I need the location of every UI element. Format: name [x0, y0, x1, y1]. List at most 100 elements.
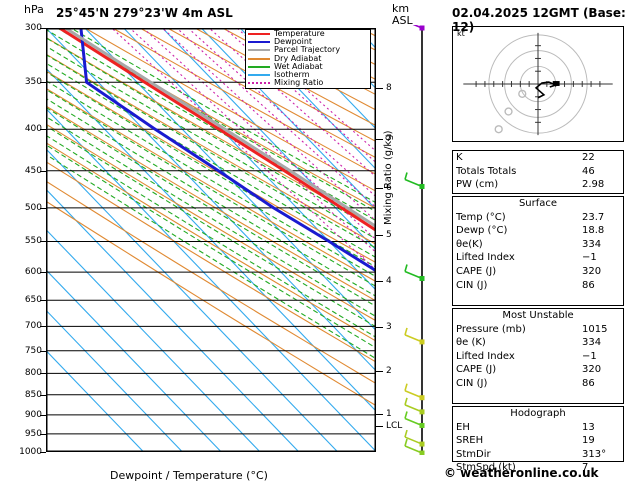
legend-label: Wet Adiabat: [274, 61, 323, 71]
legend-swatch: [248, 82, 270, 85]
pressure-tick-800: 800: [24, 368, 42, 379]
stat-row: Temp (°C) 23.7: [453, 211, 623, 225]
pressure-tick-mark: [40, 82, 46, 84]
panel-title: Surface: [518, 198, 558, 209]
pressure-tick-700: 700: [24, 321, 42, 332]
stat-label: Lifted Index: [456, 252, 515, 264]
stat-label: Temp (°C): [456, 211, 506, 223]
pressure-tick-850: 850: [24, 389, 42, 400]
skewt-sounding-chart: 2346810152025: [46, 28, 376, 452]
stat-row: PW (cm) 2.98: [453, 178, 623, 192]
pressure-tick-mark: [40, 433, 46, 435]
legend-label: Isotherm: [274, 70, 310, 80]
stat-value: 13: [582, 421, 595, 433]
legend-swatch: [248, 33, 270, 36]
lcl-label: LCL: [386, 421, 403, 432]
stat-row: StmDir 313°: [453, 448, 623, 462]
legend-item-0: Temperature: [246, 30, 370, 38]
stat-row: K 22: [453, 151, 623, 165]
legend-swatch: [248, 65, 270, 68]
pressure-tick-650: 650: [24, 295, 42, 306]
altitude-axis-unit-asl: ASL: [392, 14, 413, 27]
stat-value: 2.98: [582, 179, 605, 191]
stat-label: CIN (J): [456, 279, 488, 291]
stat-label: Pressure (mb): [456, 323, 526, 335]
stat-value: 313°: [582, 448, 607, 460]
legend-item-5: Isotherm: [246, 71, 370, 79]
legend-swatch: [248, 49, 270, 52]
legend-label: Dewpoint: [274, 37, 313, 47]
altitude-tick-mark: [376, 138, 383, 140]
stat-value: 19: [582, 435, 595, 447]
stat-value: 320: [582, 265, 602, 277]
pressure-tick-mark: [40, 170, 46, 172]
stat-row: Lifted Index −1: [453, 251, 623, 265]
legend-label: Mixing Ratio: [274, 78, 324, 88]
altitude-tick-mark: [376, 326, 383, 328]
hodograph-panel: kt: [452, 26, 624, 142]
pressure-tick-300: 300: [24, 23, 42, 33]
copyright-credit: © weatheronline.co.uk: [444, 466, 599, 480]
altitude-axis-unit-km: km: [392, 2, 410, 15]
altitude-tick-5: 5: [386, 229, 392, 240]
stat-row: SREH 19: [453, 434, 623, 448]
legend-item-6: Mixing Ratio: [246, 79, 370, 87]
stat-row: θe (K) 334: [453, 336, 623, 350]
altitude-tick-6: 6: [386, 182, 392, 193]
forecast-datetime: 02.04.2025 12GMT (Base: 12): [452, 6, 626, 34]
stat-value: 46: [582, 165, 595, 177]
stat-label: StmSpd (kt): [456, 462, 516, 474]
altitude-tick-mark: [376, 234, 383, 236]
stat-row: CIN (J) 86: [453, 279, 623, 293]
legend-item-2: Parcel Trajectory: [246, 46, 370, 54]
altitude-tick-mark: [376, 88, 383, 90]
legend-swatch: [248, 57, 270, 60]
altitude-tick-mark: [376, 281, 383, 283]
stat-label: CIN (J): [456, 377, 488, 389]
altitude-tick-3: 3: [386, 321, 392, 332]
pressure-tick-500: 500: [24, 202, 42, 213]
stat-value: −1: [582, 252, 597, 264]
stat-label: EH: [456, 421, 470, 433]
stat-value: 334: [582, 238, 602, 250]
stat-label: Lifted Index: [456, 350, 515, 362]
stat-value: −1: [582, 350, 597, 362]
station-coordinates: 25°45'N 279°23'W 4m ASL: [56, 6, 233, 20]
stat-row: Pressure (mb) 1015: [453, 323, 623, 337]
chart-legend: Temperature Dewpoint Parcel Trajectory Dry …: [245, 29, 371, 89]
legend-label: Dry Adiabat: [274, 53, 322, 63]
surface-parcel-panel: Surface Temp (°C) 23.7 Dewp (°C) 18.8 θe(K) 33…: [452, 196, 624, 306]
stat-row: Totals Totals 46: [453, 165, 623, 179]
pressure-tick-mark: [40, 272, 46, 274]
stat-row: CAPE (J) 320: [453, 265, 623, 279]
lcl-tick-mark: [376, 426, 383, 428]
altitude-tick-mark: [376, 187, 383, 189]
stat-value: 23.7: [582, 211, 605, 223]
altitude-tick-1: 1: [386, 409, 392, 420]
altitude-tick-7: 7: [386, 133, 392, 144]
stat-label: θe (K): [456, 337, 486, 349]
altitude-tick-4: 4: [386, 276, 392, 287]
pressure-tick-mark: [40, 300, 46, 302]
stat-label: K: [456, 152, 463, 163]
altitude-tick-8: 8: [386, 83, 392, 94]
x-axis-title: Dewpoint / Temperature (°C): [110, 469, 268, 482]
pressure-tick-mark: [40, 394, 46, 396]
altitude-tick-mark: [376, 414, 383, 416]
stat-label: Dewp (°C): [456, 225, 508, 237]
stat-label: θe(K): [456, 238, 483, 250]
stat-value: 334: [582, 337, 602, 349]
panel-title: Most Unstable: [502, 310, 574, 321]
stat-row: EH 13: [453, 421, 623, 435]
stat-row: CIN (J) 86: [453, 377, 623, 391]
legend-item-1: Dewpoint: [246, 38, 370, 46]
stat-label: PW (cm): [456, 179, 499, 191]
stat-row: Dewp (°C) 18.8: [453, 224, 623, 238]
legend-swatch: [248, 74, 270, 77]
stat-row: θe(K) 334: [453, 238, 623, 252]
legend-item-4: Wet Adiabat: [246, 61, 370, 71]
most-unstable-parcel-panel: Most Unstable Pressure (mb) 1015 θe (K) 334 L…: [452, 308, 624, 404]
hodograph-plot: [463, 32, 613, 136]
panel-title: Hodograph: [510, 408, 566, 419]
altitude-tick-2: 2: [386, 366, 392, 377]
